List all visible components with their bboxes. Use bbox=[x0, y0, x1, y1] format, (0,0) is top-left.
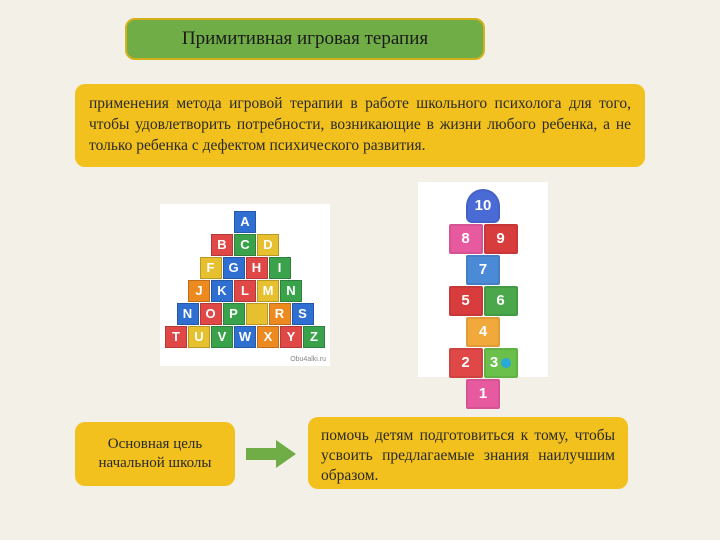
hopscotch-tile: 2 bbox=[449, 348, 483, 378]
alphabet-block: Z bbox=[303, 326, 325, 348]
alphabet-block: Y bbox=[280, 326, 302, 348]
block-row: TUVWXYZ bbox=[160, 325, 330, 348]
block-row: NOP RS bbox=[160, 302, 330, 325]
hopscotch-tile: 8 bbox=[449, 224, 483, 254]
hopscotch-tile: 6 bbox=[484, 286, 518, 316]
alphabet-block: J bbox=[188, 280, 210, 302]
hopscotch-row: 10 bbox=[466, 188, 501, 223]
alphabet-block: W bbox=[234, 326, 256, 348]
alphabet-block: F bbox=[200, 257, 222, 279]
hopscotch-row: 89 bbox=[448, 223, 518, 254]
alphabet-block bbox=[246, 303, 268, 325]
alphabet-block: D bbox=[257, 234, 279, 256]
alphabet-block: I bbox=[269, 257, 291, 279]
alphabet-block: X bbox=[257, 326, 279, 348]
hopscotch-tile: 9 bbox=[484, 224, 518, 254]
hopscotch-image: 12345678910 bbox=[418, 182, 548, 377]
alphabet-block: N bbox=[280, 280, 302, 302]
alphabet-block: L bbox=[234, 280, 256, 302]
arrow-icon bbox=[246, 440, 296, 468]
alphabet-block: C bbox=[234, 234, 256, 256]
alphabet-block: R bbox=[269, 303, 291, 325]
alphabet-block: A bbox=[234, 211, 256, 233]
description-text: применения метода игровой терапии в рабо… bbox=[89, 95, 631, 154]
hopscotch-tile: 4 bbox=[466, 317, 500, 347]
hopscotch-tile: 1 bbox=[466, 379, 500, 409]
alphabet-blocks-image: ABCDFGHIJKLMNNOPRSTUVWXYZ Obu4alki.ru bbox=[160, 204, 330, 366]
alphabet-block: U bbox=[188, 326, 210, 348]
slide-title: Примитивная игровая терапия bbox=[182, 28, 428, 50]
result-box: помочь детям подготовиться к тому, чтобы… bbox=[308, 417, 628, 489]
description-box: применения метода игровой терапии в рабо… bbox=[75, 84, 645, 167]
hopscotch-tile: 3 bbox=[484, 348, 518, 378]
alphabet-block: V bbox=[211, 326, 233, 348]
goal-label: Основная цель начальной школы bbox=[79, 435, 231, 473]
alphabet-block: N bbox=[177, 303, 199, 325]
alphabet-block: G bbox=[223, 257, 245, 279]
hopscotch-tile: 7 bbox=[466, 255, 500, 285]
alphabet-block: O bbox=[200, 303, 222, 325]
goal-box: Основная цель начальной школы bbox=[75, 422, 235, 486]
hopscotch-tile: 10 bbox=[466, 189, 500, 223]
alphabet-block: S bbox=[292, 303, 314, 325]
alphabet-block: H bbox=[246, 257, 268, 279]
hopscotch-row: 56 bbox=[448, 285, 518, 316]
alphabet-block: M bbox=[257, 280, 279, 302]
alphabet-block: T bbox=[165, 326, 187, 348]
hopscotch-row: 1 bbox=[466, 378, 501, 409]
alphabet-block: K bbox=[211, 280, 233, 302]
hopscotch-row: 23 bbox=[448, 347, 518, 378]
hopscotch-row: 7 bbox=[466, 254, 501, 285]
result-text: помочь детям подготовиться к тому, чтобы… bbox=[321, 427, 615, 484]
block-row: JKLMN bbox=[160, 279, 330, 302]
block-row: BCD bbox=[160, 233, 330, 256]
alphabet-block: B bbox=[211, 234, 233, 256]
image-watermark: Obu4alki.ru bbox=[290, 356, 326, 363]
title-box: Примитивная игровая терапия bbox=[125, 18, 485, 60]
hopscotch-row: 4 bbox=[466, 316, 501, 347]
block-row: A bbox=[160, 210, 330, 233]
hopscotch-tile: 5 bbox=[449, 286, 483, 316]
alphabet-block: P bbox=[223, 303, 245, 325]
block-row: FGHI bbox=[160, 256, 330, 279]
